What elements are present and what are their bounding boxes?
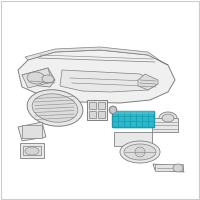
Ellipse shape <box>42 75 54 83</box>
Ellipse shape <box>120 141 160 163</box>
Bar <box>112 111 154 127</box>
Bar <box>114 132 152 146</box>
Ellipse shape <box>27 90 83 126</box>
Bar <box>98 111 105 118</box>
Bar <box>20 143 44 158</box>
Polygon shape <box>18 50 175 103</box>
Polygon shape <box>22 68 52 88</box>
Polygon shape <box>25 47 168 65</box>
Ellipse shape <box>27 72 45 84</box>
Bar <box>23 146 41 155</box>
Polygon shape <box>114 113 156 129</box>
Bar <box>87 100 107 120</box>
Bar <box>112 111 154 114</box>
Ellipse shape <box>135 147 145 157</box>
Bar <box>22 125 42 138</box>
Ellipse shape <box>162 114 174 122</box>
Polygon shape <box>22 68 55 87</box>
Polygon shape <box>153 164 184 172</box>
Bar <box>152 118 178 132</box>
Bar <box>89 102 96 109</box>
Bar <box>98 102 105 109</box>
Ellipse shape <box>25 147 39 155</box>
Ellipse shape <box>159 112 177 124</box>
Polygon shape <box>18 122 46 141</box>
Bar <box>155 164 183 171</box>
Ellipse shape <box>124 144 156 160</box>
Ellipse shape <box>32 94 78 122</box>
Polygon shape <box>60 70 158 92</box>
Ellipse shape <box>109 106 117 114</box>
Bar <box>89 111 96 118</box>
Ellipse shape <box>110 106 116 114</box>
Polygon shape <box>138 74 158 90</box>
Ellipse shape <box>173 164 183 172</box>
